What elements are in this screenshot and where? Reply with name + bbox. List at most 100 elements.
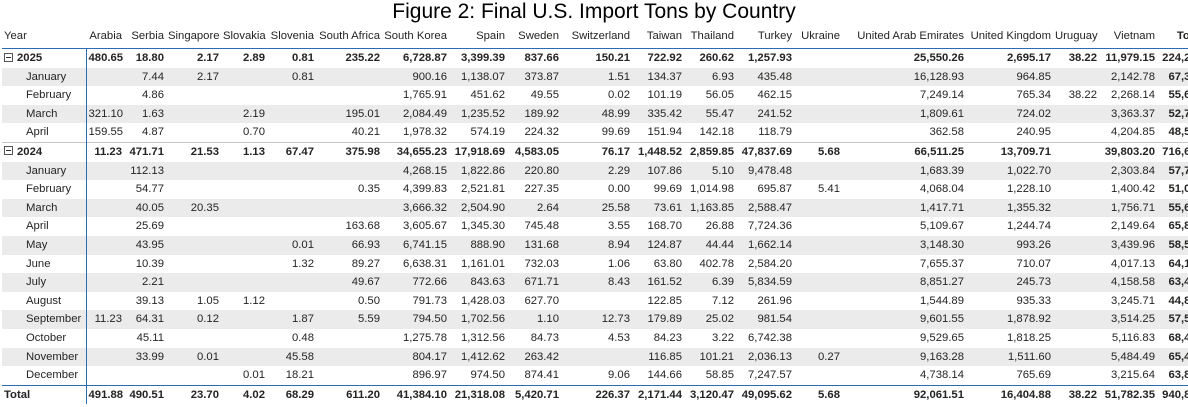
column-header-south-korea[interactable]: South Korea bbox=[382, 24, 449, 49]
value-cell: 0.27 bbox=[794, 347, 842, 367]
value-cell: 2.19 bbox=[221, 104, 267, 124]
column-header-south-africa[interactable]: South Africa bbox=[316, 24, 382, 49]
month-row: September 11.23 64.31 0.12 1.87 5.59 794.50 1,7… bbox=[2, 310, 1188, 329]
collapse-icon[interactable] bbox=[4, 146, 13, 156]
column-header-ukraine[interactable]: Ukraine bbox=[794, 24, 842, 49]
column-header-slovakia[interactable]: Slovakia bbox=[221, 24, 267, 49]
value-cell: 3,148.30 bbox=[842, 235, 966, 255]
value-cell: 1,355.32 bbox=[966, 198, 1053, 218]
value-cell: 4,068.04 bbox=[920, 183, 964, 196]
value-cell: 1,662.14 bbox=[736, 235, 794, 255]
column-header-united-arab-emirates[interactable]: United Arab Emirates bbox=[842, 24, 966, 49]
value-cell: 11,979.15 bbox=[1105, 52, 1155, 64]
value-cell: 2,084.49 bbox=[382, 104, 449, 124]
row-label: February bbox=[2, 86, 87, 105]
value-cell bbox=[316, 161, 382, 181]
value-cell bbox=[794, 86, 842, 105]
value-cell: 39.13 bbox=[135, 294, 164, 307]
value-cell: 151.94 bbox=[647, 126, 682, 139]
column-header-serbia[interactable]: Serbia bbox=[124, 24, 166, 49]
value-cell: 49,095.62 bbox=[736, 384, 794, 405]
value-cell: 5,484.49 bbox=[1099, 347, 1157, 367]
column-header-united-kingdom[interactable]: United Kingdom bbox=[966, 24, 1053, 49]
value-cell bbox=[1053, 161, 1099, 181]
row-label: December bbox=[2, 366, 87, 386]
value-cell: 9,478.48 bbox=[736, 161, 794, 181]
value-cell: 896.97 bbox=[412, 369, 447, 382]
column-header-spain[interactable]: Spain bbox=[449, 24, 507, 49]
value-cell: 2,588.47 bbox=[736, 198, 794, 218]
value-cell bbox=[794, 198, 842, 218]
value-cell: 134.37 bbox=[632, 67, 684, 87]
value-cell bbox=[267, 198, 316, 218]
row-total-cell: 57,531 bbox=[1157, 310, 1188, 329]
column-header-arabia[interactable]: Arabia bbox=[86, 24, 124, 49]
value-cell bbox=[1053, 142, 1099, 161]
value-cell: 5,109.67 bbox=[920, 220, 964, 233]
value-cell: 195.01 bbox=[316, 104, 382, 124]
value-cell: 4,583.05 bbox=[515, 145, 559, 158]
value-cell bbox=[267, 217, 316, 236]
value-cell: 1,978.32 bbox=[403, 126, 447, 139]
value-cell: 168.70 bbox=[647, 220, 682, 233]
column-header-slovenia[interactable]: Slovenia bbox=[267, 24, 316, 49]
value-cell: 48.99 bbox=[561, 104, 632, 124]
value-cell: 4.53 bbox=[608, 331, 630, 344]
column-header-taiwan[interactable]: Taiwan bbox=[632, 24, 684, 49]
value-cell: 25.58 bbox=[561, 198, 632, 218]
row-label: April bbox=[2, 123, 87, 143]
column-header-total[interactable]: Total bbox=[1157, 24, 1188, 49]
value-cell: 671.71 bbox=[507, 273, 561, 292]
row-total-cell: 52,702 bbox=[1157, 104, 1188, 124]
value-cell: 2.29 bbox=[561, 161, 632, 181]
page-title: Figure 2: Final U.S. Import Tons by Coun… bbox=[392, 0, 796, 23]
column-header-sweden[interactable]: Sweden bbox=[507, 24, 561, 49]
value-cell: 6,638.31 bbox=[403, 257, 447, 270]
value-cell: 0.50 bbox=[358, 294, 380, 307]
value-cell: 26.88 bbox=[705, 220, 734, 233]
collapse-icon[interactable] bbox=[4, 52, 13, 62]
month-row: April 25.69 163.68 3,605.67 1,345.30 745.48 3.… bbox=[2, 217, 1188, 236]
column-header-thailand[interactable]: Thailand bbox=[684, 24, 736, 49]
value-cell: 18.80 bbox=[135, 52, 164, 64]
value-cell: 34,655.23 bbox=[396, 145, 447, 158]
value-cell: 710.07 bbox=[1016, 257, 1051, 270]
column-header-uruguay[interactable]: Uruguay bbox=[1053, 24, 1099, 49]
value-cell: 745.48 bbox=[524, 220, 559, 233]
value-cell: 3,605.67 bbox=[403, 220, 447, 233]
value-cell: 40.05 bbox=[124, 198, 166, 218]
value-cell: 974.50 bbox=[470, 369, 505, 382]
value-cell: 226.37 bbox=[561, 384, 632, 405]
value-cell bbox=[1053, 104, 1099, 124]
row-label: September bbox=[2, 310, 87, 329]
value-cell: 1,235.52 bbox=[449, 104, 507, 124]
value-cell: 131.68 bbox=[507, 235, 561, 255]
value-cell: 1,822.86 bbox=[449, 161, 507, 181]
value-cell: 791.73 bbox=[412, 294, 447, 307]
column-header-turkey[interactable]: Turkey bbox=[736, 24, 794, 49]
value-cell: 490.51 bbox=[124, 384, 166, 405]
value-cell: 3,245.71 bbox=[1111, 294, 1155, 307]
column-header-switzerland[interactable]: Switzerland bbox=[561, 24, 632, 49]
value-cell: 4.87 bbox=[142, 126, 164, 139]
value-cell: 38.22 bbox=[1068, 52, 1097, 64]
value-cell bbox=[794, 161, 842, 181]
value-cell bbox=[86, 217, 124, 236]
column-header-vietnam[interactable]: Vietnam bbox=[1099, 24, 1157, 49]
month-row: April 159.55 4.87 0.70 40.21 1,978.32 574.19 22… bbox=[2, 123, 1188, 143]
value-cell: 611.20 bbox=[316, 384, 382, 405]
value-cell bbox=[561, 292, 632, 311]
value-cell: 9,529.65 bbox=[920, 331, 964, 344]
value-cell: 84.73 bbox=[530, 331, 559, 344]
value-cell: 45.11 bbox=[136, 331, 164, 344]
column-header-singapore[interactable]: Singapore bbox=[166, 24, 221, 49]
row-label: October bbox=[2, 328, 87, 348]
value-cell: 2,521.81 bbox=[461, 183, 505, 196]
row-total-cell: 65,805 bbox=[1168, 220, 1188, 233]
value-cell: 1,014.98 bbox=[690, 183, 734, 196]
value-cell: 2,149.64 bbox=[1111, 220, 1155, 233]
column-header-year[interactable]: Year bbox=[2, 24, 86, 49]
value-cell: 21,318.08 bbox=[449, 384, 507, 405]
row-label: January bbox=[2, 161, 87, 181]
value-cell bbox=[86, 161, 124, 181]
